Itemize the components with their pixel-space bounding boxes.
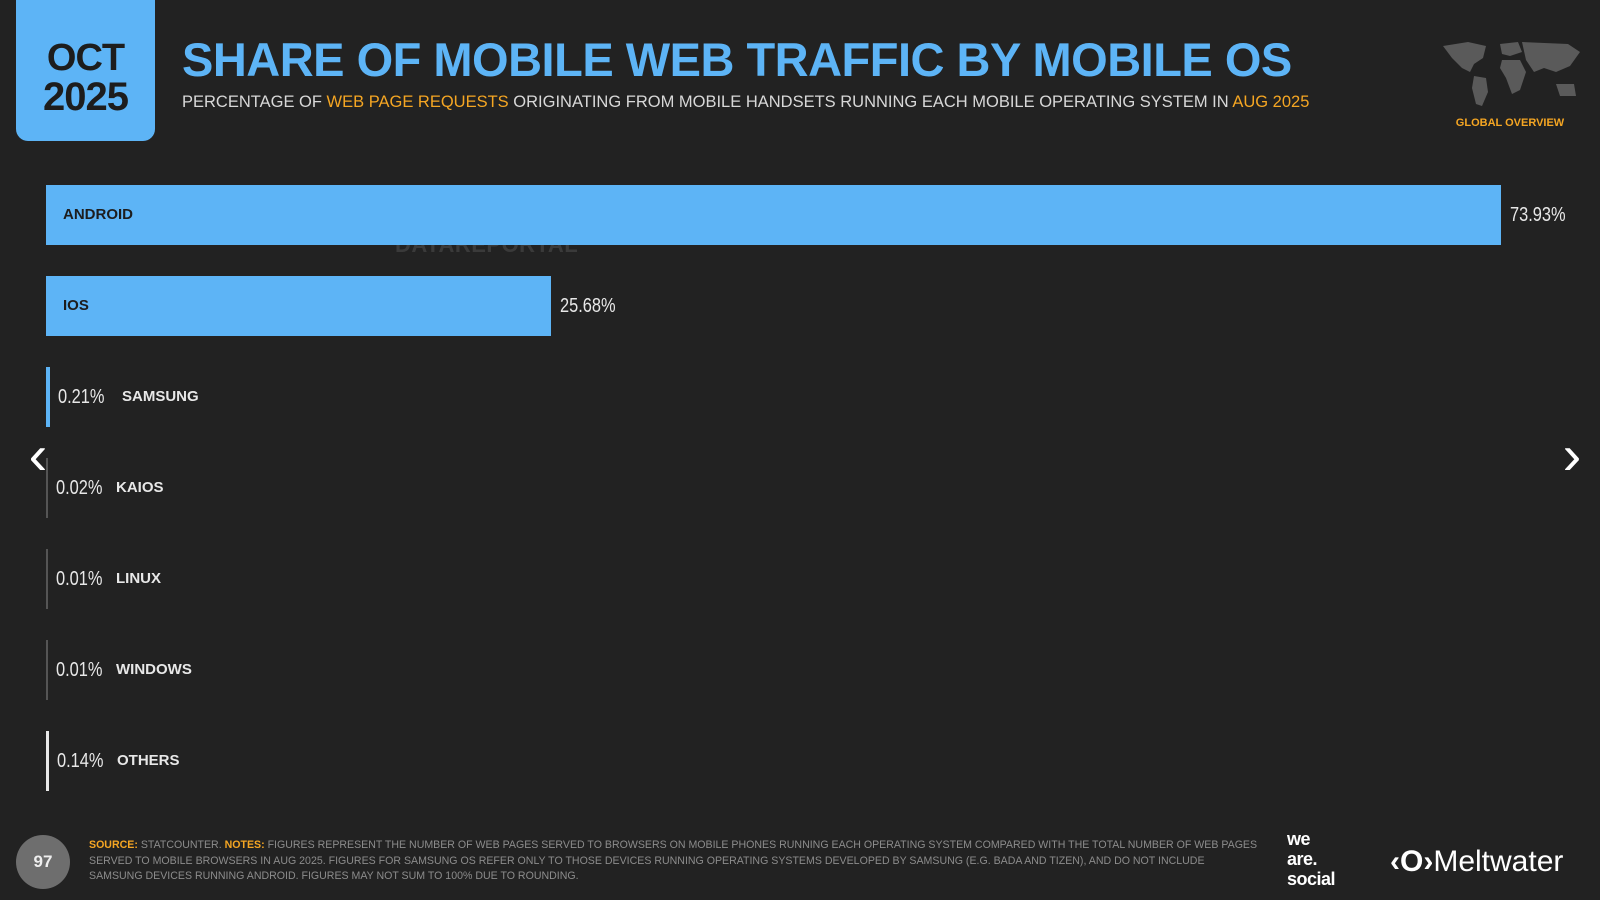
bar bbox=[46, 640, 48, 700]
notes-label: NOTES: bbox=[224, 839, 265, 851]
meltwater-logo: ‹O›Meltwater bbox=[1390, 845, 1564, 878]
subtitle-date: AUG 2025 bbox=[1232, 93, 1310, 111]
world-map-icon bbox=[1443, 42, 1580, 106]
page-title: SHARE OF MOBILE WEB TRAFFIC BY MOBILE OS bbox=[182, 33, 1292, 86]
subtitle-text: ORIGINATING FROM MOBILE HANDSETS RUNNING… bbox=[508, 93, 1233, 111]
subtitle-highlight: WEB PAGE REQUESTS bbox=[326, 93, 509, 111]
notes-text: FIGURES REPRESENT THE NUMBER OF WEB PAGE… bbox=[89, 839, 1258, 882]
category-label: KAIOS bbox=[116, 479, 164, 496]
footnotes: SOURCE: STATCOUNTER. NOTES: FIGURES REPR… bbox=[89, 838, 1259, 885]
category-label: OTHERS bbox=[117, 752, 180, 769]
logo-line: are. bbox=[1287, 849, 1318, 869]
subtitle: PERCENTAGE OF WEB PAGE REQUESTS ORIGINAT… bbox=[182, 93, 1309, 112]
value-label: 0.01% bbox=[56, 568, 103, 590]
date-month: OCT bbox=[46, 36, 125, 79]
value-label: 25.68% bbox=[560, 295, 617, 317]
bar bbox=[46, 185, 1501, 245]
we-are-social-logo: we are. social bbox=[1287, 829, 1336, 889]
logo-line: we bbox=[1287, 829, 1311, 849]
next-arrow-icon[interactable]: › bbox=[1562, 423, 1582, 486]
bar bbox=[46, 276, 552, 336]
category-label: ANDROID bbox=[63, 206, 133, 223]
logo-line: social bbox=[1287, 869, 1336, 889]
category-label: LINUX bbox=[116, 570, 161, 587]
category-label: WINDOWS bbox=[116, 661, 192, 678]
value-label: 0.14% bbox=[57, 750, 104, 772]
value-label: 73.93% bbox=[1510, 204, 1566, 226]
date-badge: OCT 2025 bbox=[16, 0, 155, 141]
source-text: STATCOUNTER. bbox=[140, 839, 222, 851]
page-number: 97 bbox=[16, 835, 70, 889]
global-overview-badge: GLOBAL OVERVIEW bbox=[1455, 117, 1565, 129]
date-year: 2025 bbox=[43, 74, 129, 119]
subtitle-text: PERCENTAGE OF bbox=[182, 93, 327, 111]
value-label: 0.02% bbox=[56, 477, 103, 499]
source-label: SOURCE: bbox=[89, 839, 138, 851]
prev-arrow-icon[interactable]: ‹ bbox=[28, 423, 48, 486]
category-label: IOS bbox=[63, 297, 89, 314]
bar bbox=[46, 367, 50, 427]
category-label: SAMSUNG bbox=[122, 388, 199, 405]
bar bbox=[46, 549, 48, 609]
meltwater-text: Meltwater bbox=[1433, 845, 1564, 878]
bar bbox=[46, 458, 48, 518]
value-label: 0.21% bbox=[58, 386, 105, 408]
value-label: 0.01% bbox=[56, 659, 103, 681]
bar bbox=[46, 731, 49, 791]
